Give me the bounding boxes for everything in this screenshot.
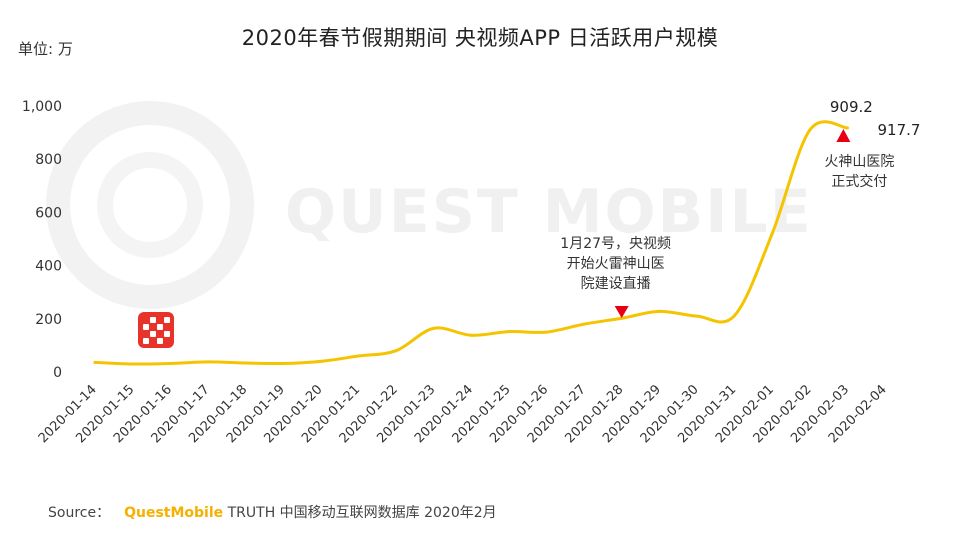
app-icon-cell bbox=[157, 324, 163, 330]
data-point bbox=[243, 361, 247, 365]
data-point bbox=[770, 232, 774, 236]
chart-title: 2020年春节假期期间 央视频APP 日活跃用户规模 bbox=[241, 26, 719, 50]
watermark-text: QUEST MOBILE bbox=[285, 177, 813, 247]
annotation-text: 1月27号，央视频 bbox=[560, 236, 671, 252]
annotation-text: 火神山医院 bbox=[824, 154, 894, 170]
y-tick-label: 600 bbox=[35, 205, 62, 221]
data-point bbox=[657, 309, 661, 313]
source-prefix: Source： bbox=[48, 505, 111, 521]
data-point bbox=[356, 354, 360, 358]
watermark-logo-ring bbox=[46, 101, 254, 309]
y-tick-label: 200 bbox=[35, 312, 62, 328]
source-brand: QuestMobile bbox=[124, 505, 224, 521]
data-point bbox=[206, 360, 210, 364]
y-tick-label: 0 bbox=[53, 365, 62, 381]
annotation-text: 院建设直播 bbox=[581, 275, 651, 292]
data-label: 909.2 bbox=[830, 98, 873, 116]
app-icon-cell bbox=[143, 324, 149, 330]
annotation-text: 开始火雷神山医 bbox=[567, 256, 665, 272]
source-text: TRUTH 中国移动互联网数据库 2020年2月 bbox=[227, 505, 497, 521]
data-point bbox=[808, 128, 812, 132]
app-icon-cell bbox=[157, 338, 163, 344]
data-point bbox=[544, 330, 548, 334]
data-point bbox=[93, 360, 97, 364]
annotation-marker-up bbox=[836, 129, 851, 142]
data-point bbox=[845, 126, 849, 130]
axes: 02004006008001,0002020-01-142020-01-1520… bbox=[22, 99, 890, 446]
annotation-text: 正式交付 bbox=[831, 173, 887, 190]
data-point bbox=[281, 361, 285, 365]
data-point bbox=[168, 361, 172, 365]
app-icon-cell bbox=[143, 338, 149, 344]
app-icon bbox=[138, 312, 174, 348]
watermark-logo-inner bbox=[97, 152, 203, 258]
annotation-marker-down bbox=[614, 306, 629, 318]
watermark: QUEST MOBILE bbox=[46, 101, 813, 309]
y-tick-label: 1,000 bbox=[22, 99, 62, 115]
source-note: Source： QuestMobile TRUTH 中国移动互联网数据库 2020… bbox=[48, 502, 497, 522]
data-point bbox=[582, 322, 586, 326]
y-tick-label: 800 bbox=[35, 152, 62, 168]
data-point bbox=[507, 330, 511, 334]
data-point bbox=[733, 314, 737, 318]
series-layer bbox=[93, 120, 849, 366]
data-point bbox=[319, 359, 323, 363]
app-icon-cell bbox=[150, 317, 156, 323]
data-point bbox=[469, 333, 473, 337]
data-label: 917.7 bbox=[878, 121, 921, 139]
data-point bbox=[695, 314, 699, 318]
unit-label: 单位: 万 bbox=[18, 40, 73, 58]
data-point bbox=[620, 316, 624, 320]
app-icon-cell bbox=[164, 331, 170, 337]
app-icon-cell bbox=[150, 331, 156, 337]
data-point bbox=[432, 326, 436, 330]
data-point bbox=[131, 362, 135, 366]
y-tick-label: 400 bbox=[35, 259, 62, 275]
data-point bbox=[394, 349, 398, 353]
app-icon-cell bbox=[164, 317, 170, 323]
